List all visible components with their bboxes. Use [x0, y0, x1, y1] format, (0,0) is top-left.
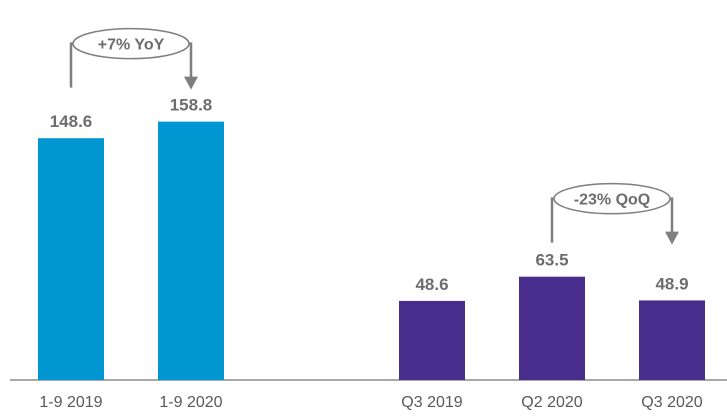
annotation-connector	[550, 197, 554, 243]
data-label: 148.6	[50, 112, 93, 131]
bar	[639, 300, 705, 380]
annotation-connector	[189, 42, 193, 78]
value-labels: 148.6 158.8 48.6 63.5 48.9	[50, 96, 689, 294]
change-annotation: +7% YoY	[69, 27, 198, 90]
arrow-head-icon	[665, 231, 679, 245]
bar	[519, 276, 585, 380]
annotation-bubble	[553, 182, 671, 215]
change-annotation: -23% QoQ	[550, 182, 679, 245]
bar	[38, 138, 104, 380]
data-label: 63.5	[535, 251, 568, 270]
arrow-head-icon	[184, 76, 198, 90]
data-label: 48.9	[655, 274, 688, 293]
x-tick-label: Q2 2020	[521, 394, 582, 411]
annotation-label: -23% QoQ	[574, 192, 650, 209]
bar	[399, 300, 465, 380]
bars	[38, 121, 705, 380]
annotation-label: +7% YoY	[98, 37, 165, 54]
annotations: +7% YoY -23% QoQ	[69, 27, 679, 245]
annotation-connector	[69, 42, 73, 88]
bar	[158, 121, 224, 380]
data-label: 48.6	[415, 275, 448, 294]
x-tick-label: 1-9 2019	[39, 394, 102, 411]
tick-labels: 1-9 2019 1-9 2020 Q3 2019 Q2 2020 Q3 2020	[39, 394, 702, 411]
x-tick-label: 1-9 2020	[159, 394, 222, 411]
annotation-connector	[670, 197, 674, 233]
x-tick-label: Q3 2020	[641, 394, 702, 411]
data-label: 158.8	[170, 96, 213, 115]
x-tick-label: Q3 2019	[401, 394, 462, 411]
annotation-bubble	[72, 27, 190, 60]
